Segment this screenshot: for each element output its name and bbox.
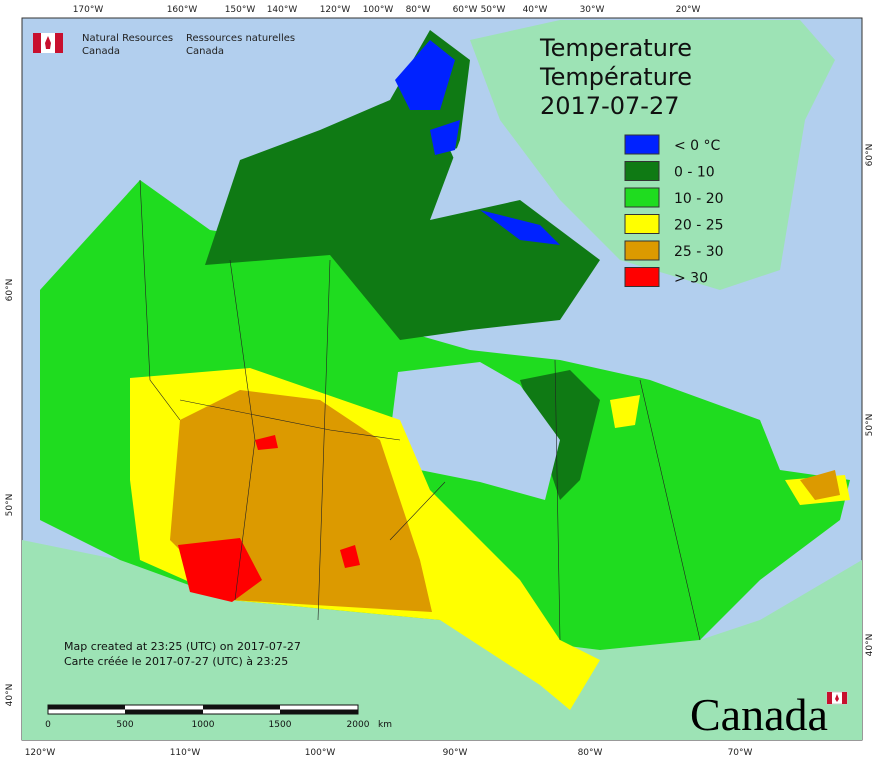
legend-swatch: [624, 187, 660, 208]
legend-label: 0 - 10: [674, 165, 715, 181]
lon-label: 70°W: [728, 748, 753, 758]
lat-label: 50°N: [5, 494, 15, 517]
lat-label: 60°N: [5, 279, 15, 302]
wordmark: Canada: [690, 689, 828, 740]
lon-label: 20°W: [676, 5, 701, 15]
lon-label: 40°W: [523, 5, 548, 15]
lon-label: 150°W: [225, 5, 256, 15]
title: Température: [539, 63, 692, 91]
lon-label: 60°W: [453, 5, 478, 15]
hudson-bay: [392, 362, 560, 500]
legend-swatch: [624, 240, 660, 261]
zone-20-25: [610, 395, 640, 428]
agency-fr: Canada: [186, 46, 224, 57]
lat-label: 40°N: [865, 634, 875, 657]
zone-0-10: [520, 370, 600, 500]
wordmark-flag: [826, 691, 848, 705]
lon-label: 80°W: [406, 5, 431, 15]
lat-label: 60°N: [865, 144, 875, 167]
legend-swatch: [624, 161, 660, 181]
lon-label: 110°W: [170, 748, 201, 758]
lon-label: 90°W: [443, 748, 468, 758]
agency-fr: Ressources naturelles: [186, 33, 295, 44]
zone-above-30: [255, 435, 278, 450]
lon-label: 100°W: [363, 5, 394, 15]
legend-swatch: [624, 214, 660, 234]
scale-label: 1500: [269, 720, 292, 730]
footnote: Carte créée le 2017-07-27 (UTC) à 23:25: [64, 655, 288, 668]
scale-bar: [47, 704, 359, 715]
legend-label: 20 - 25: [674, 218, 724, 234]
legend-label: < 0 °C: [674, 138, 721, 154]
title: 2017-07-27: [540, 92, 679, 120]
zone-25-30: [800, 470, 840, 500]
legend-swatch: [624, 134, 660, 155]
zone-below-0: [430, 120, 460, 155]
lon-label: 100°W: [305, 748, 336, 758]
lon-label: 170°W: [73, 5, 104, 15]
legend-label: 25 - 30: [674, 244, 724, 260]
greenland: [470, 20, 835, 290]
zone-0-10: [205, 30, 600, 340]
lon-label: 120°W: [25, 748, 56, 758]
agency-en: Natural Resources: [82, 33, 173, 44]
footnote: Map created at 23:25 (UTC) on 2017-07-27: [64, 640, 301, 653]
scale-label: 2000: [347, 720, 370, 730]
logo-flag: [33, 33, 63, 53]
scale-unit: km: [378, 720, 392, 730]
zone-above-30: [340, 545, 360, 568]
lon-label: 160°W: [167, 5, 198, 15]
legend-label: > 30: [674, 271, 708, 287]
lon-label: 50°W: [481, 5, 506, 15]
lat-label: 50°N: [865, 414, 875, 437]
title: Temperature: [539, 34, 692, 62]
boundaries: [139, 179, 701, 641]
legend-label: 10 - 20: [674, 191, 724, 207]
scale-label: 1000: [192, 720, 215, 730]
lon-label: 120°W: [320, 5, 351, 15]
lon-label: 140°W: [267, 5, 298, 15]
lon-label: 80°W: [578, 748, 603, 758]
zone-below-0: [480, 210, 560, 245]
scale-label: 500: [116, 720, 133, 730]
legend-swatch: [624, 267, 660, 287]
usa: [22, 540, 862, 740]
scale-label: 0: [45, 720, 51, 730]
lat-label: 40°N: [5, 684, 15, 707]
agency-en: Canada: [82, 46, 120, 57]
sound: [450, 140, 510, 195]
lon-label: 30°W: [580, 5, 605, 15]
zone-below-0: [395, 40, 455, 110]
